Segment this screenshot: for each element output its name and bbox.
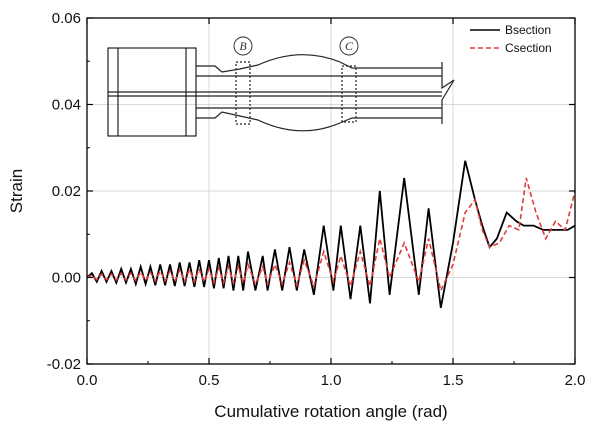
series-layer <box>86 160 576 308</box>
x-tick-label: 1.5 <box>443 372 464 389</box>
grid-lines <box>87 18 575 364</box>
inset-section-b-box <box>235 61 251 125</box>
series-line-bsection <box>86 160 576 308</box>
legend-label-csection: Csection <box>505 41 552 55</box>
axis-ticks <box>86 17 576 365</box>
legend: Bsection Csection <box>470 23 552 55</box>
y-axis-title: Strain <box>7 169 26 213</box>
x-tick-label: 0.5 <box>199 372 220 389</box>
inset-label-c-circle <box>339 36 359 56</box>
y-tick-label: 0.04 <box>52 97 81 114</box>
inset-beam-bottom-outline <box>196 111 442 132</box>
x-tick-label: 0.0 <box>77 372 98 389</box>
series-line-csection <box>86 177 576 293</box>
inset-label-b-circle <box>233 36 253 56</box>
inset-break-symbol <box>441 62 455 124</box>
inset-beam-top-outline <box>196 54 442 73</box>
tick-labels: 0.0 0.5 1.0 1.5 2.0 -0.02 0.00 0.02 0.04 0.06 <box>47 10 586 389</box>
y-tick-label: 0.00 <box>52 270 81 287</box>
x-tick-label: 1.0 <box>321 372 342 389</box>
inset-section-c-box <box>341 65 357 123</box>
x-axis-title: Cumulative rotation angle (rad) <box>214 402 447 421</box>
y-tick-label: -0.02 <box>47 356 81 373</box>
y-tick-label: 0.02 <box>52 183 81 200</box>
inset-label-c: C <box>345 39 354 53</box>
beam-schematic-inset <box>107 36 455 137</box>
y-tick-label: 0.06 <box>52 10 81 27</box>
inset-label-b: B <box>239 39 247 53</box>
x-tick-label: 2.0 <box>565 372 586 389</box>
legend-label-bsection: Bsection <box>505 23 551 37</box>
